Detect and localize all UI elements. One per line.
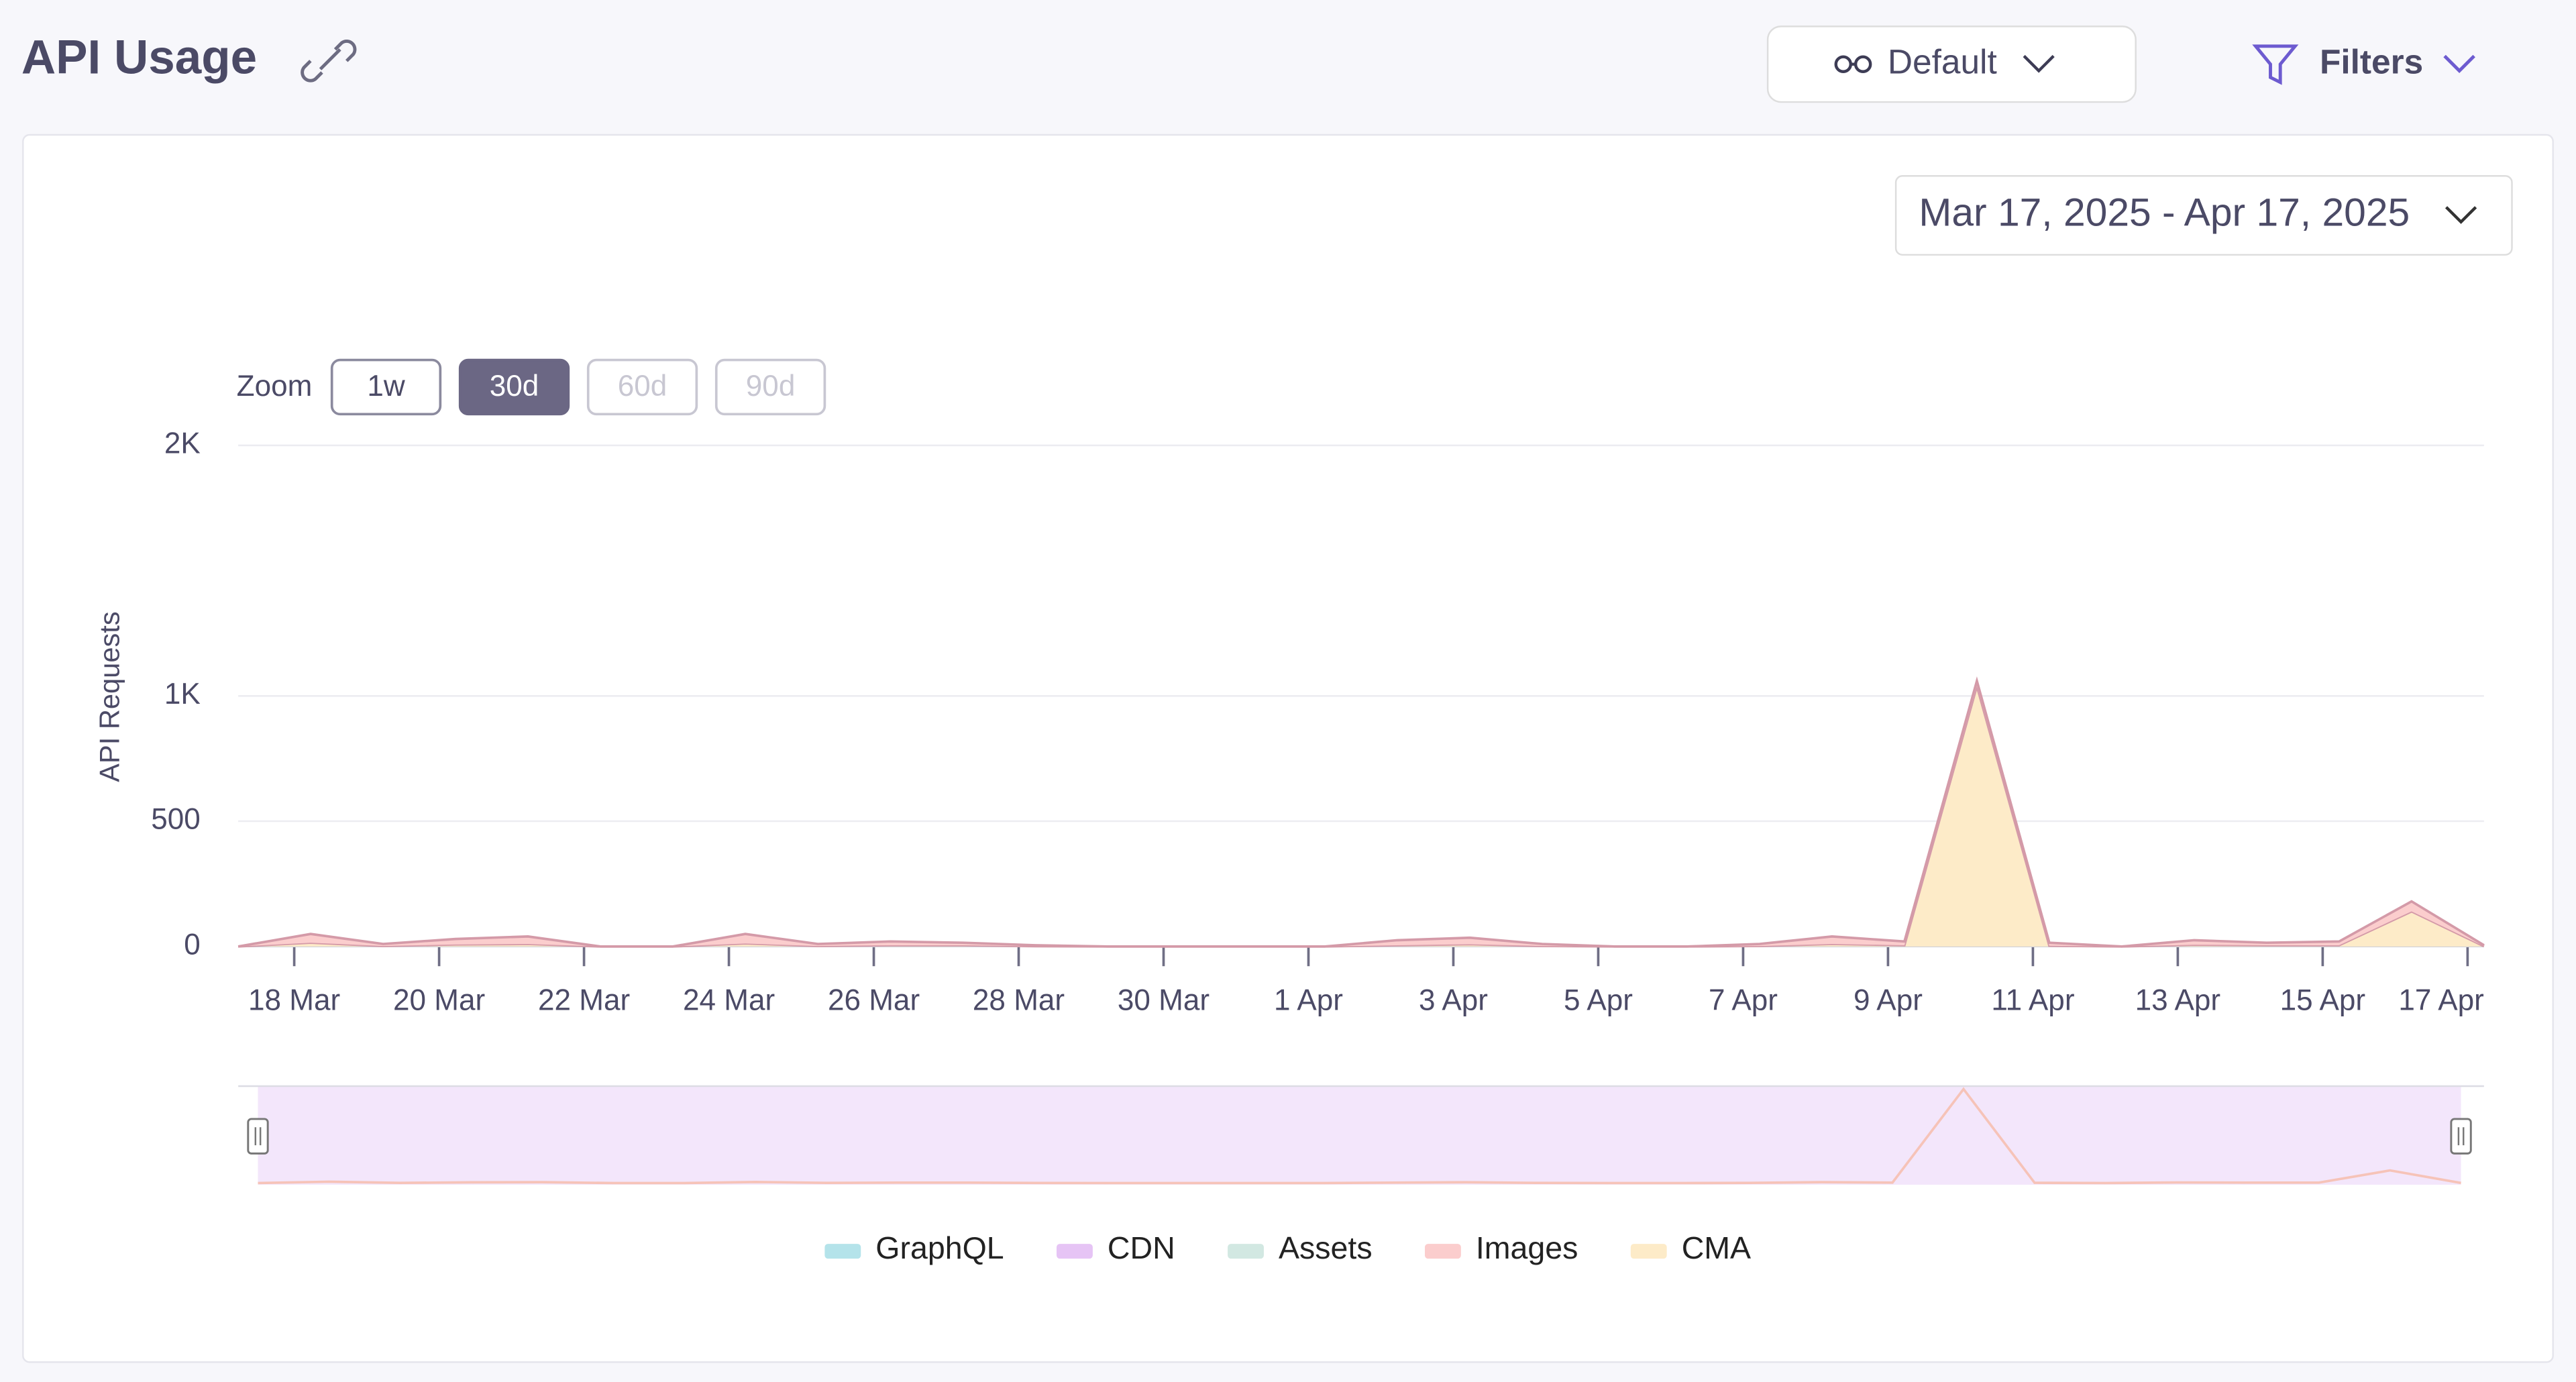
zoom-button-label: 90d — [746, 370, 796, 403]
page-title: API Usage — [21, 32, 257, 85]
x-tick-label: 9 Apr — [1854, 984, 1923, 1017]
x-tick-label: 28 Mar — [973, 984, 1065, 1017]
y-axis-label: API Requests — [94, 611, 125, 782]
legend-label[interactable]: GraphQL — [875, 1230, 1004, 1265]
x-tick-label: 24 Mar — [683, 984, 775, 1017]
x-tick-label: 18 Mar — [248, 984, 340, 1017]
chevron — [2445, 206, 2477, 224]
legend-swatch — [1228, 1244, 1264, 1259]
x-tick-label: 1 Apr — [1274, 984, 1343, 1017]
view-label: Default — [1888, 42, 1997, 81]
link-glyph — [301, 39, 357, 83]
glasses-icon — [1834, 54, 2055, 73]
zoom-button-label: 1w — [367, 370, 405, 403]
x-tick-label: 26 Mar — [828, 984, 920, 1017]
x-tick-label: 30 Mar — [1118, 984, 1210, 1017]
legend-label[interactable]: Assets — [1279, 1230, 1373, 1265]
legend-label[interactable]: CMA — [1682, 1230, 1751, 1265]
legend-label[interactable]: Images — [1476, 1230, 1578, 1265]
handle-grip — [254, 1127, 262, 1146]
x-tick-label: 3 Apr — [1419, 984, 1488, 1017]
y-tick-label: 500 — [151, 803, 201, 836]
zoom-button[interactable] — [586, 358, 698, 416]
date-range: Mar 17, 2025 - Apr 17, 2025 — [1919, 191, 2410, 235]
zoom-button[interactable] — [714, 358, 826, 416]
handle-grip — [2457, 1127, 2465, 1146]
legend-swatch — [824, 1244, 861, 1259]
legend-swatch — [1630, 1244, 1667, 1259]
y-tick-label: 2K — [164, 427, 201, 460]
zoom-button[interactable] — [330, 358, 442, 416]
x-tick-label: 20 Mar — [393, 984, 485, 1017]
x-tick-label: 5 Apr — [1564, 984, 1633, 1017]
navigator-handle[interactable] — [247, 1118, 269, 1155]
x-tick-label: 22 Mar — [538, 984, 630, 1017]
view-select[interactable] — [1766, 25, 2137, 103]
legend-swatch — [1424, 1244, 1461, 1259]
zoom-button-label: 30d — [490, 370, 539, 403]
zoom-label: Zoom — [237, 370, 313, 403]
legend-swatch — [1057, 1244, 1093, 1259]
zoom-button-label: 60d — [618, 370, 667, 403]
legend-label[interactable]: CDN — [1108, 1230, 1175, 1265]
x-tick-label: 17 Apr — [2398, 984, 2483, 1017]
navigator-handle[interactable] — [2450, 1118, 2472, 1155]
x-tick-label: 15 Apr — [2280, 984, 2365, 1017]
x-tick-label: 7 Apr — [1709, 984, 1778, 1017]
y-tick-label: 1K — [164, 678, 201, 710]
navigator-band — [258, 1085, 2461, 1185]
chart-card — [22, 134, 2554, 1363]
navigator-line — [258, 1087, 2461, 1185]
date-picker[interactable] — [1894, 175, 2513, 256]
link-icon[interactable] — [301, 39, 357, 83]
y-tick-label: 0 — [184, 928, 201, 961]
area-line — [237, 676, 2485, 948]
x-tick-label: 11 Apr — [1991, 984, 2074, 1017]
filters-label[interactable]: Filters — [2320, 42, 2423, 81]
filter-icon[interactable] — [2252, 44, 2475, 85]
chevron — [2023, 54, 2055, 73]
zoom-button[interactable] — [458, 358, 570, 416]
x-tick-label: 13 Apr — [2135, 984, 2220, 1017]
